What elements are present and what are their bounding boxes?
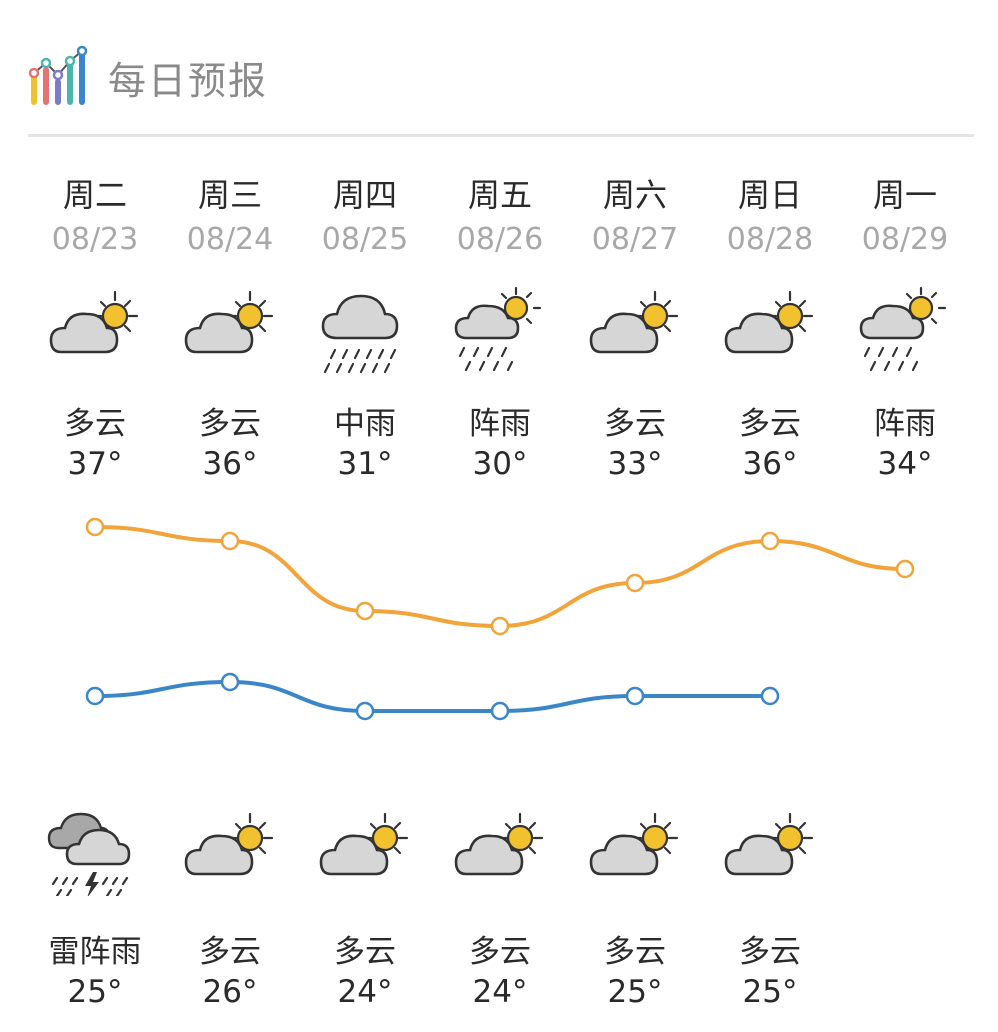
- date-label: 08/25: [321, 222, 409, 257]
- low-temp: 26°: [202, 974, 258, 1010]
- date-label: 08/26: [456, 222, 544, 257]
- low-temp-line-point: [625, 686, 645, 706]
- low-temp-line-point: [220, 672, 240, 692]
- cloudy-sun-icon: [319, 812, 409, 876]
- shower-icon: [454, 286, 542, 372]
- high-temp-line-point: [355, 601, 375, 621]
- shower-icon: [859, 286, 947, 372]
- low-temp-line: [94, 679, 770, 714]
- weekday-label: 周二: [62, 176, 127, 214]
- weekday-label: 周三: [197, 176, 262, 214]
- date-label: 08/27: [591, 222, 679, 257]
- weekday-label: 周五: [467, 176, 532, 214]
- cloudy-sun-icon: [454, 812, 544, 876]
- day-condition: 阵雨: [469, 406, 531, 442]
- cloudy-sun-icon: [724, 290, 814, 354]
- moderate-rain-icon: [321, 294, 399, 374]
- night-condition: 多云: [604, 934, 666, 970]
- day-condition: 多云: [199, 406, 261, 442]
- high-temp: 37°: [67, 446, 123, 482]
- cloudy-sun-icon: [184, 290, 274, 354]
- weekday-label: 周一: [872, 176, 937, 214]
- forecast-header: 每日预报: [28, 42, 268, 112]
- day-condition: 多云: [64, 406, 126, 442]
- high-temp-line-point: [895, 559, 915, 579]
- high-temp: 34°: [877, 446, 933, 482]
- high-temp: 36°: [742, 446, 798, 482]
- high-temp: 30°: [472, 446, 528, 482]
- cloudy-sun-icon: [184, 812, 274, 876]
- page-title: 每日预报: [108, 58, 269, 103]
- cloudy-sun-icon: [589, 812, 679, 876]
- day-condition: 多云: [739, 406, 801, 442]
- night-condition: 多云: [334, 934, 396, 970]
- low-temp: 24°: [472, 974, 528, 1010]
- date-label: 08/28: [726, 222, 814, 257]
- night-condition: 多云: [469, 934, 531, 970]
- high-temp: 33°: [607, 446, 663, 482]
- low-temp-line-point: [760, 686, 780, 706]
- thunder-shower-icon: [47, 812, 131, 896]
- high-temp-line-point: [760, 531, 780, 551]
- night-condition: 多云: [199, 934, 261, 970]
- low-temp: 24°: [337, 974, 393, 1010]
- high-temp: 36°: [202, 446, 258, 482]
- high-temp-line-point: [85, 517, 105, 537]
- low-temp-line-point: [355, 701, 375, 721]
- bar-chart-icon: [28, 45, 88, 105]
- low-temp: 25°: [742, 974, 798, 1010]
- day-condition: 多云: [604, 406, 666, 442]
- weekday-label: 周四: [332, 176, 397, 214]
- low-temp: 25°: [607, 974, 663, 1010]
- day-condition: 中雨: [334, 406, 396, 442]
- high-temp-line: [94, 525, 906, 629]
- low-temp-line-point: [490, 701, 510, 721]
- low-temp-line-point: [85, 686, 105, 706]
- divider: [28, 134, 974, 137]
- high-temp-line-point: [625, 573, 645, 593]
- high-temp-line-point: [220, 531, 240, 551]
- night-condition: 雷阵雨: [48, 934, 142, 970]
- low-temp: 25°: [67, 974, 123, 1010]
- high-temp-line-point: [490, 616, 510, 636]
- cloudy-sun-icon: [589, 290, 679, 354]
- high-temp: 31°: [337, 446, 393, 482]
- weekday-label: 周六: [602, 176, 667, 214]
- day-condition: 阵雨: [874, 406, 936, 442]
- cloudy-sun-icon: [724, 812, 814, 876]
- date-label: 08/29: [861, 222, 949, 257]
- cloudy-sun-icon: [49, 290, 139, 354]
- weekday-label: 周日: [737, 176, 802, 214]
- date-label: 08/24: [186, 222, 274, 257]
- date-label: 08/23: [51, 222, 139, 257]
- night-condition: 多云: [739, 934, 801, 970]
